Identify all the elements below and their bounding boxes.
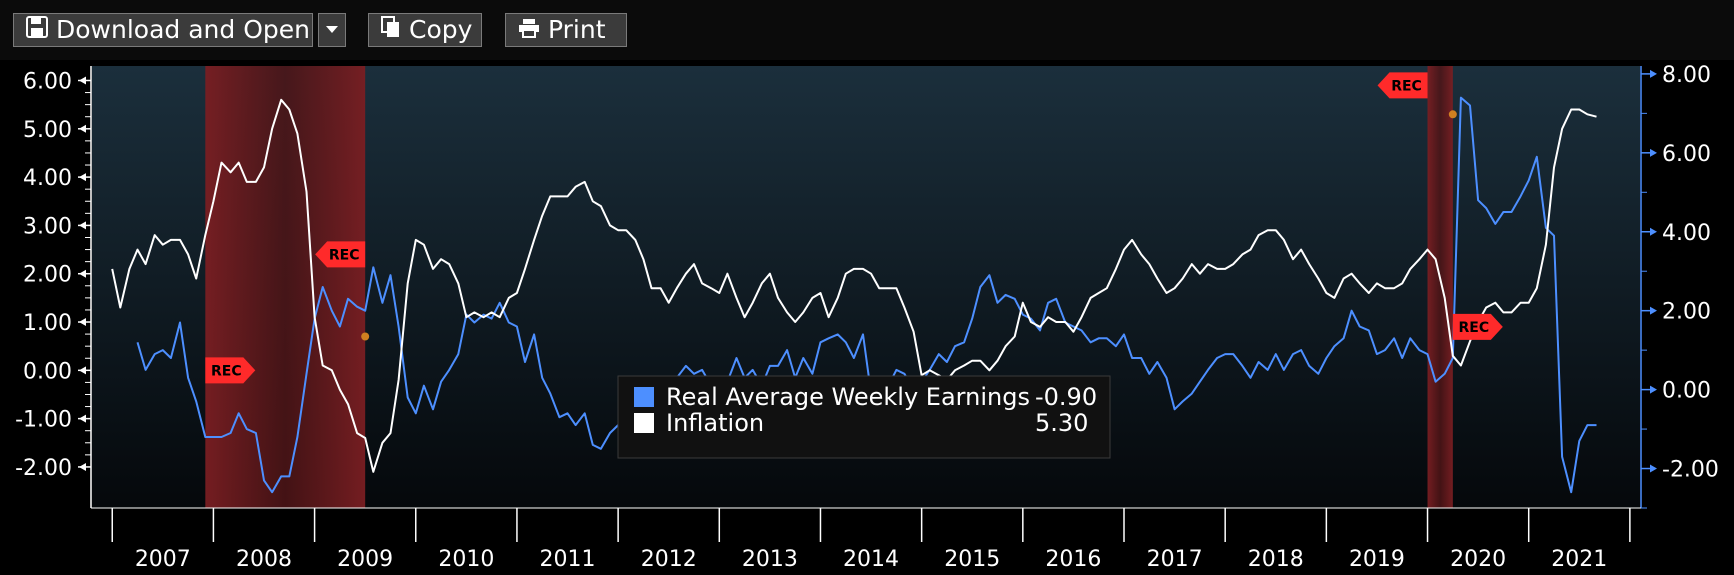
left-tick-label: 6.00 (23, 69, 72, 94)
right-tick-label: 4.00 (1662, 221, 1711, 246)
print-label: Print (548, 15, 606, 44)
left-tick-label: -2.00 (15, 456, 72, 481)
copy-button[interactable]: Copy (368, 13, 482, 47)
series-line-inflation (111, 98, 1597, 473)
caret-down-icon (326, 13, 338, 47)
x-tick-label: 2009 (337, 547, 393, 572)
right-tick-arrow (1650, 306, 1657, 315)
legend: Real Average Weekly Earnings -0.90 Infla… (617, 375, 1111, 459)
left-tick-arrow (79, 173, 86, 182)
legend-value-real-average-weekly-earnings: -0.90 (1035, 383, 1097, 411)
legend-box (617, 375, 1111, 459)
right-tick-arrow (1650, 385, 1657, 394)
printer-icon (518, 13, 540, 47)
left-tick-arrow (79, 366, 86, 375)
x-tick-label: 2020 (1450, 547, 1506, 572)
left-tick-label: 0.00 (23, 359, 72, 384)
left-tick-arrow (79, 269, 86, 278)
recession-marker-1 (315, 241, 366, 268)
left-tick-label: 1.00 (23, 311, 72, 336)
x-tick-label: 2021 (1551, 547, 1607, 572)
x-tick-label: 2010 (438, 547, 494, 572)
x-tick-label: 2008 (236, 547, 292, 572)
left-tick-arrow (79, 462, 86, 471)
x-tick-label: 2017 (1147, 547, 1203, 572)
download-options-dropdown[interactable] (318, 13, 346, 47)
x-tick-label: 2007 (135, 547, 191, 572)
x-tick-label: 2015 (944, 547, 1000, 572)
right-tick-label: 2.00 (1662, 300, 1711, 325)
legend-value-inflation: 5.30 (1035, 409, 1088, 437)
x-tick-label: 2018 (1248, 547, 1304, 572)
copy-icon (381, 13, 401, 47)
series-lines (111, 96, 1597, 494)
recession-marker-label: REC (1391, 78, 1422, 94)
floppy-disk-icon (26, 13, 48, 47)
left-tick-label: 5.00 (23, 118, 72, 143)
left-tick-label: -1.00 (15, 408, 72, 433)
x-tick-label: 2011 (540, 547, 596, 572)
x-axis: 2007 2008 2009 2010 2011 2012 2013 2014 2015 2016… (91, 507, 1641, 572)
left-tick-label: 2.00 (23, 263, 72, 288)
right-tick-arrow (1650, 464, 1657, 473)
left-tick-arrow (79, 221, 86, 230)
left-tick-arrow (79, 124, 86, 133)
left-axis: 6.00 5.00 4.00 3.00 2.00 1.00 0.00 -1.00 -2.00 (15, 69, 91, 481)
right-tick-arrow (1650, 69, 1657, 78)
recession-marker-3 (1452, 313, 1503, 340)
recession-end-dot (1448, 110, 1457, 119)
x-tick-label: 2014 (843, 547, 899, 572)
recession-shading (205, 66, 1453, 508)
print-button[interactable]: Print (505, 13, 627, 47)
right-axis: 8.00 6.00 4.00 2.00 0.00 -2.00 (1641, 63, 1719, 509)
line-chart: 6.00 5.00 4.00 3.00 2.00 1.00 0.00 -1.00 -2.00 8… (0, 60, 1734, 575)
series-line-real-average-weekly-earnings (136, 96, 1597, 494)
toolbar: Download and Open Copy Print (0, 0, 1734, 60)
right-tick-label: 6.00 (1662, 142, 1711, 167)
recession-end-dot (361, 332, 370, 341)
left-tick-label: 3.00 (23, 214, 72, 239)
download-and-open-button[interactable]: Download and Open (13, 13, 313, 47)
recession-marker-0 (205, 357, 256, 384)
left-tick-arrow (79, 76, 86, 85)
right-tick-label: -2.00 (1662, 458, 1719, 483)
x-tick-label: 2019 (1349, 547, 1405, 572)
right-tick-label: 8.00 (1662, 63, 1711, 88)
copy-label: Copy (409, 15, 473, 44)
legend-label-real-average-weekly-earnings: Real Average Weekly Earnings (666, 383, 1030, 411)
recession-markers: REC REC REC REC (205, 72, 1503, 384)
recession-marker-label: REC (1459, 320, 1490, 336)
recession-band-0 (205, 66, 366, 508)
right-tick-arrow (1650, 227, 1657, 236)
recession-marker-label: REC (211, 363, 242, 379)
left-tick-arrow (79, 318, 86, 327)
x-tick-label: 2012 (641, 547, 697, 572)
legend-label-inflation: Inflation (666, 409, 764, 437)
x-tick-label: 2016 (1045, 547, 1101, 572)
right-tick-arrow (1650, 148, 1657, 157)
x-tick-label: 2013 (742, 547, 798, 572)
legend-swatch-real-average-weekly-earnings (634, 387, 654, 407)
recession-band-1 (1427, 66, 1453, 508)
recession-marker-label: REC (329, 247, 360, 263)
left-tick-arrow (79, 414, 86, 423)
left-tick-label: 4.00 (23, 166, 72, 191)
download-and-open-label: Download and Open (56, 15, 310, 44)
right-tick-label: 0.00 (1662, 379, 1711, 404)
recession-marker-2 (1377, 72, 1428, 99)
legend-swatch-inflation (634, 413, 654, 433)
